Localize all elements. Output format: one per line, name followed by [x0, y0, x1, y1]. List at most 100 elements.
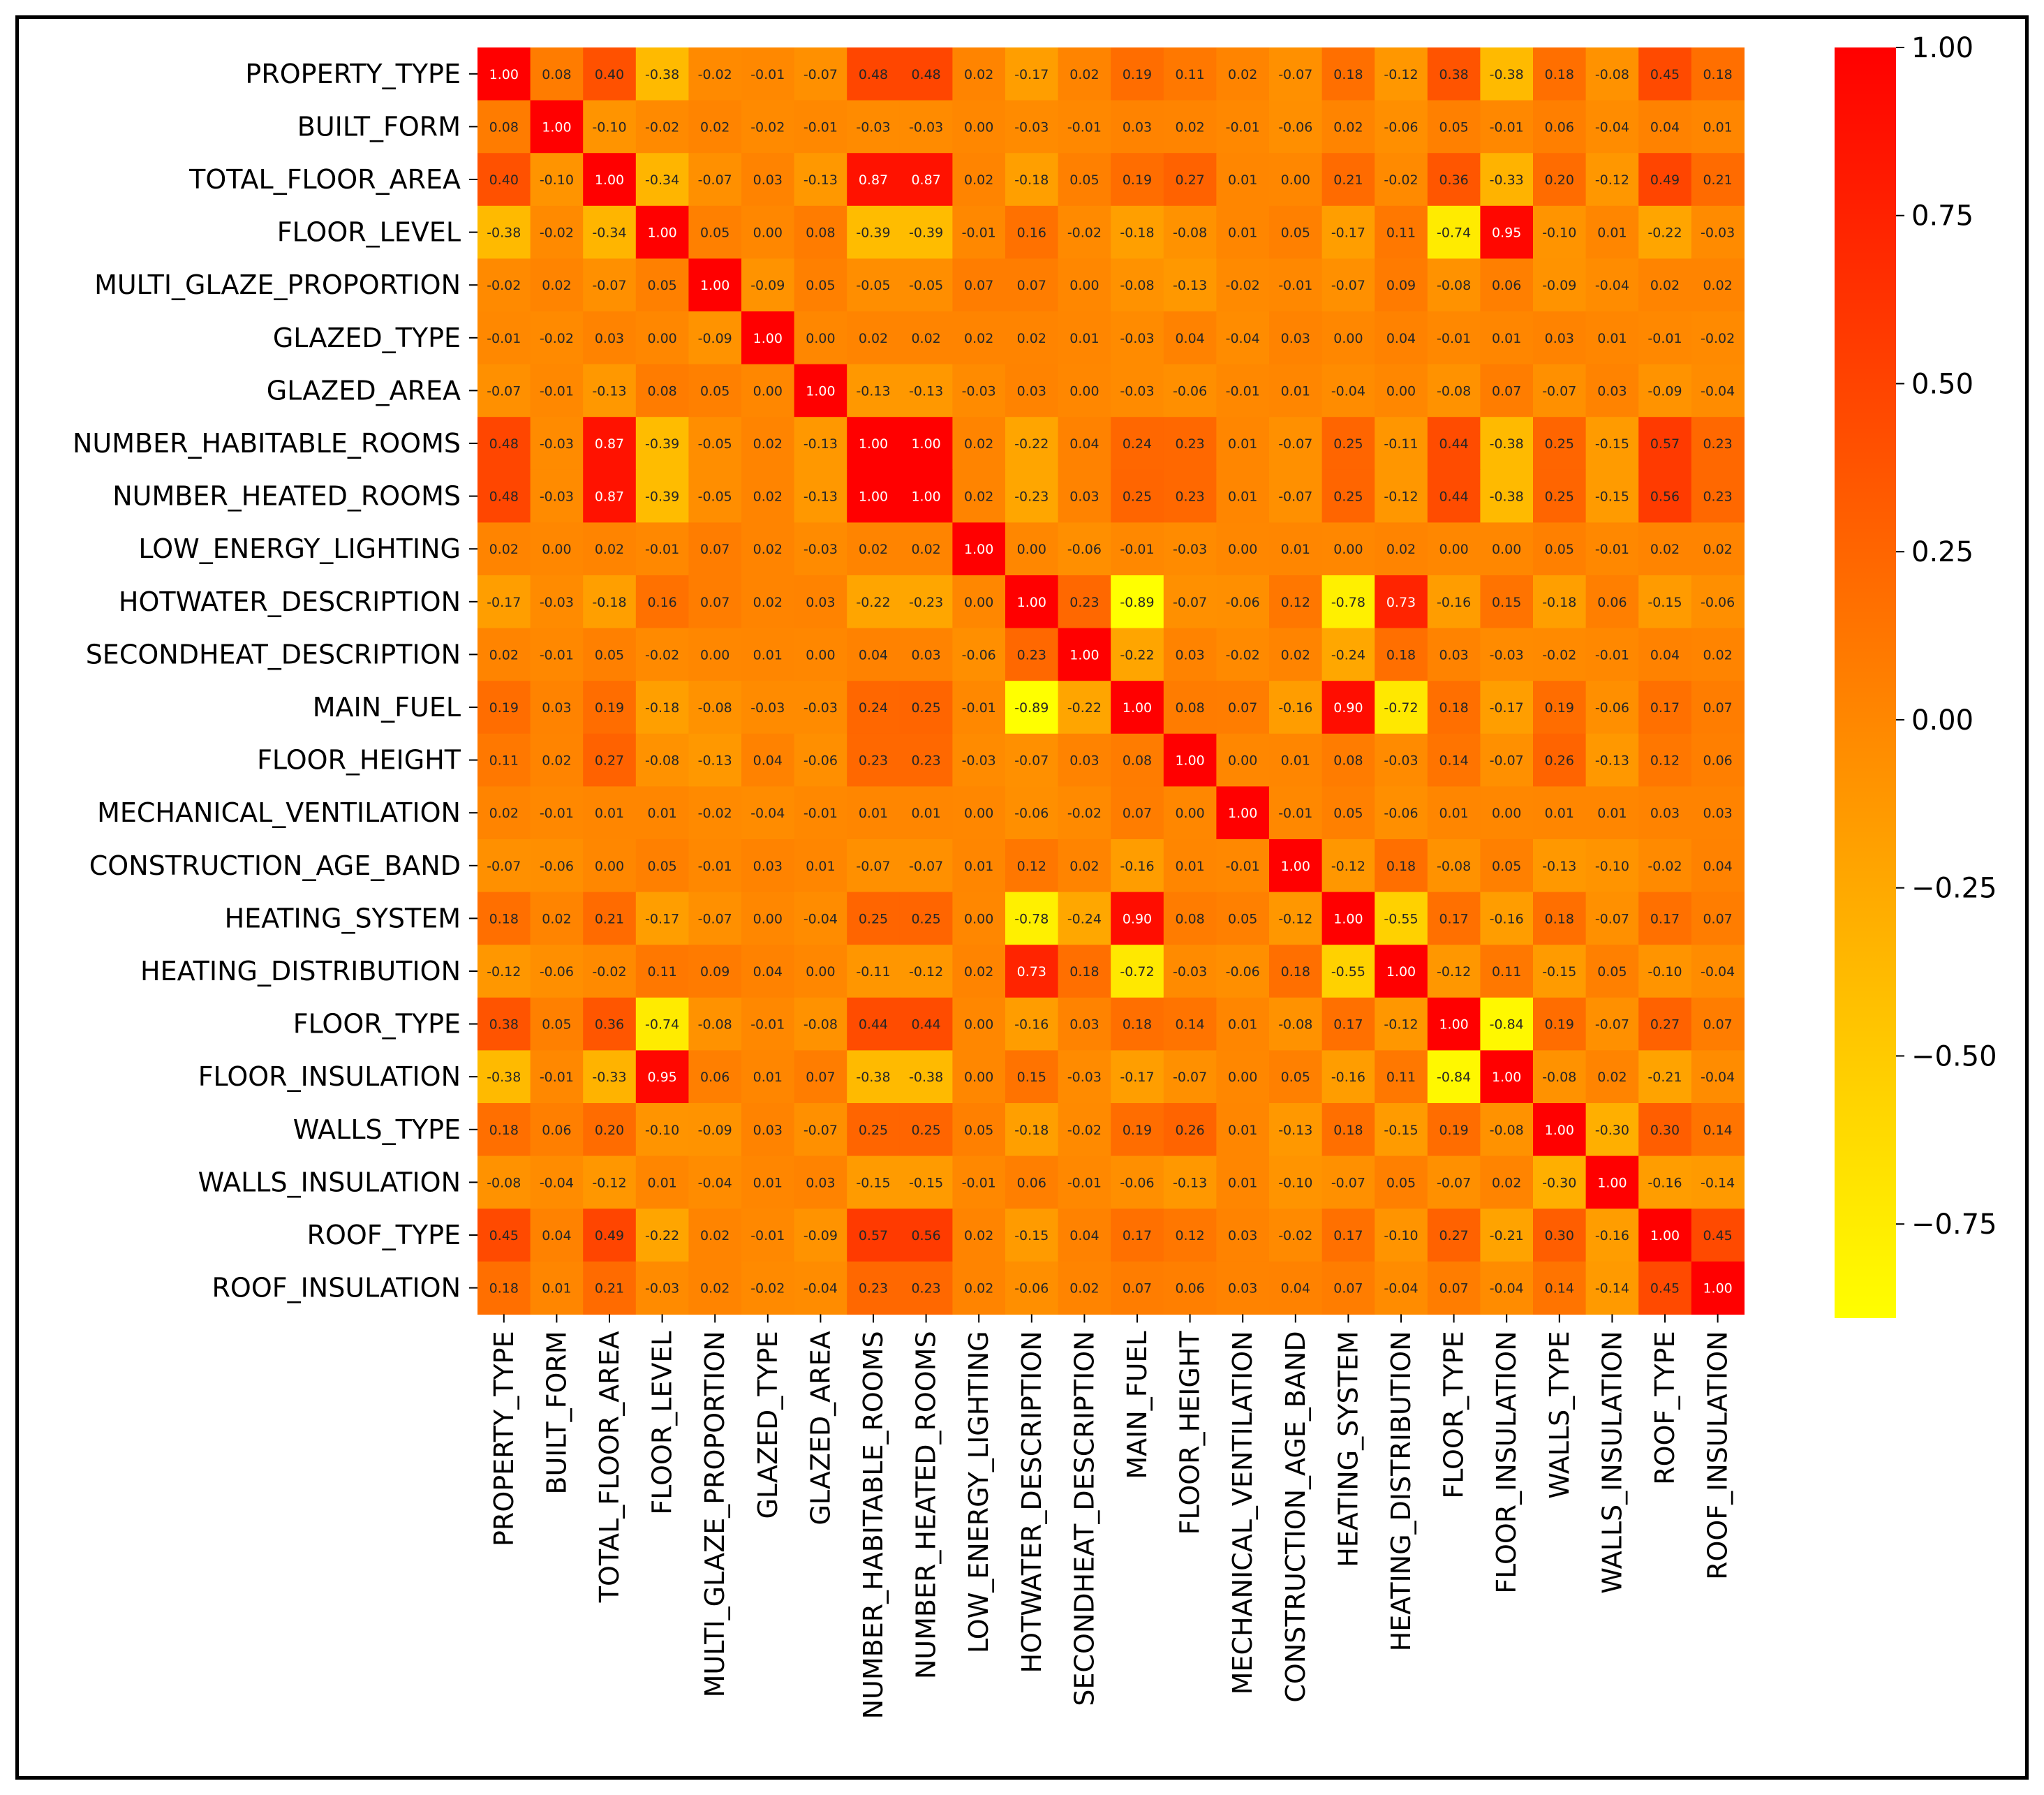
heatmap-cell: [847, 100, 901, 154]
heatmap-cell: [1480, 311, 1534, 365]
heatmap-cell: [1321, 1261, 1375, 1315]
cell-value-label: 0.38: [489, 1017, 519, 1033]
heatmap-cell: [1585, 1103, 1639, 1157]
heatmap-cell: [1163, 1050, 1217, 1104]
cell-value-label: -0.74: [1437, 226, 1471, 241]
heatmap-cell: [1005, 945, 1059, 998]
cell-value-label: -0.11: [856, 964, 890, 980]
heatmap-cell: [1638, 892, 1692, 945]
cell-value-label: -0.89: [1120, 595, 1154, 610]
cell-value-label: 0.19: [1439, 1123, 1468, 1138]
cell-value-label: -0.01: [645, 542, 679, 557]
heatmap-cell: [741, 47, 795, 101]
cell-value-label: 0.05: [542, 1017, 571, 1033]
cell-value-label: 0.24: [859, 700, 888, 716]
cell-value-label: -0.12: [1278, 911, 1312, 926]
cell-value-label: 0.03: [1281, 331, 1310, 346]
heatmap-cell: [1480, 153, 1534, 207]
cell-value-label: 0.48: [859, 67, 888, 82]
cell-value-label: 0.11: [1175, 67, 1204, 82]
cell-value-label: -0.17: [645, 911, 679, 926]
cell-value-label: 0.45: [489, 1228, 519, 1243]
heatmap-cell: [1375, 628, 1428, 681]
cell-value-label: 0.87: [595, 436, 624, 452]
heatmap-cell: [847, 1155, 901, 1209]
heatmap-cell: [952, 1209, 1006, 1262]
heatmap-cell: [741, 945, 795, 998]
heatmap-cell: [477, 1209, 531, 1262]
cell-value-label: 0.36: [595, 1017, 624, 1033]
cell-value-label: -0.21: [1490, 1228, 1524, 1243]
cell-value-label: 0.30: [1545, 1228, 1574, 1243]
cell-value-label: -0.07: [1331, 278, 1365, 293]
x-tick-label: HOTWATER_DESCRIPTION: [1016, 1331, 1047, 1673]
cell-value-label: 0.11: [489, 753, 519, 769]
cell-value-label: 0.18: [1333, 1123, 1363, 1138]
heatmap-cell: [1058, 997, 1111, 1051]
heatmap-cell: [635, 47, 689, 101]
heatmap-cell: [1691, 1261, 1745, 1315]
cell-value-label: 0.56: [1650, 489, 1680, 505]
heatmap-cell: [899, 47, 953, 101]
cell-value-label: 0.01: [1281, 753, 1310, 769]
heatmap-cell: [1058, 1050, 1111, 1104]
cell-value-label: -0.06: [1173, 383, 1207, 399]
cell-value-label: 0.18: [489, 1123, 519, 1138]
heatmap-cell: [1585, 997, 1639, 1051]
cell-value-label: -0.13: [1278, 1123, 1312, 1138]
heatmap-cell: [1638, 1261, 1692, 1315]
heatmap-cell: [1480, 575, 1534, 629]
heatmap-cell: [1005, 681, 1059, 734]
cell-value-label: -0.07: [909, 859, 943, 874]
cell-value-label: 0.87: [859, 172, 888, 188]
cell-value-label: 0.00: [806, 331, 835, 346]
cell-value-label: 0.04: [1175, 331, 1204, 346]
cell-value-label: -0.02: [1647, 859, 1682, 874]
cell-value-label: 0.48: [911, 67, 940, 82]
cell-value-label: -0.10: [1542, 226, 1576, 241]
cell-value-label: 0.08: [647, 383, 676, 399]
cell-value-label: 0.05: [964, 1123, 993, 1138]
cell-value-label: 0.45: [1650, 1281, 1680, 1297]
cell-value-label: 0.12: [1650, 753, 1680, 769]
cell-value-label: -0.02: [698, 806, 732, 821]
heatmap-cell: [1163, 681, 1217, 734]
cell-value-label: 0.03: [1123, 119, 1152, 135]
colorbar-tick-label: −0.25: [1911, 873, 1997, 905]
cell-value-label: 0.25: [859, 1123, 888, 1138]
cell-value-label: -0.03: [1120, 331, 1154, 346]
cell-value-label: -0.15: [1647, 595, 1682, 610]
heatmap-cell: [1111, 786, 1164, 840]
heatmap-cell: [899, 681, 953, 734]
cell-value-label: 0.02: [964, 172, 993, 188]
cell-value-label: -0.01: [487, 331, 521, 346]
cell-value-label: 0.01: [1281, 383, 1310, 399]
heatmap-cell: [1321, 945, 1375, 998]
cell-value-label: 0.02: [1703, 647, 1732, 663]
heatmap-cell: [1321, 1103, 1375, 1157]
cell-value-label: 0.30: [1650, 1123, 1680, 1138]
heatmap-cell: [847, 364, 901, 418]
cell-value-label: -0.34: [645, 172, 679, 188]
cell-value-label: -0.01: [698, 859, 732, 874]
heatmap-cell: [583, 100, 637, 154]
cell-value-label: 0.01: [1228, 1123, 1257, 1138]
cell-value-label: -0.13: [803, 489, 838, 505]
heatmap-cell: [1163, 1103, 1217, 1157]
cell-value-label: -0.09: [1542, 278, 1576, 293]
heatmap-cell: [1691, 733, 1745, 787]
cell-value-label: 0.02: [542, 753, 571, 769]
cell-value-label: -0.78: [1331, 595, 1365, 610]
cell-value-label: 1.00: [753, 331, 783, 346]
cell-value-label: 0.01: [753, 1070, 783, 1085]
cell-value-label: -0.39: [856, 226, 890, 241]
heatmap-cell: [899, 945, 953, 998]
cell-value-label: 0.08: [1175, 911, 1204, 926]
heatmap-cell: [1269, 205, 1323, 259]
heatmap-cell: [1321, 522, 1375, 576]
heatmap-cell: [1005, 733, 1059, 787]
cell-value-label: -0.18: [1120, 226, 1154, 241]
cell-value-label: 0.08: [806, 226, 835, 241]
cell-value-label: -0.12: [1437, 964, 1471, 980]
